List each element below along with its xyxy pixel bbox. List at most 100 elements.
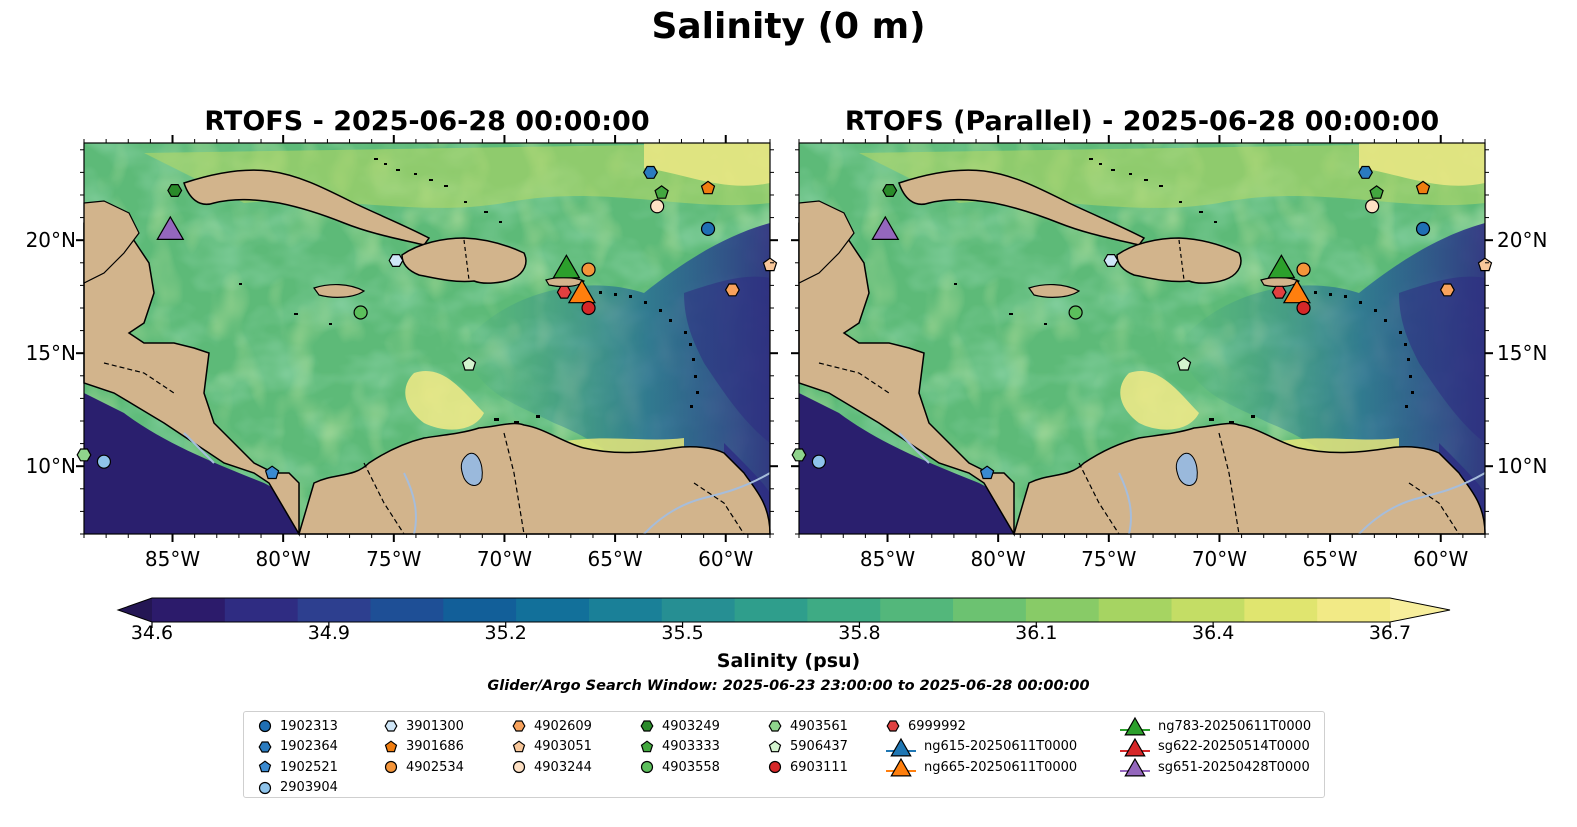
colorbar-tick-label: 35.2 — [484, 622, 527, 644]
marker-ng783 — [552, 254, 581, 279]
marker-4903558 — [353, 305, 368, 320]
colorbar-segment — [1025, 598, 1100, 622]
colorbar-segment — [1244, 598, 1318, 622]
legend-label: 4903561 — [790, 718, 848, 734]
colorbar-segment — [224, 598, 299, 622]
marker-ng783 — [1267, 254, 1296, 279]
marker-1902313 — [700, 221, 716, 236]
marker-4903333 — [1369, 185, 1384, 199]
map-right — [791, 143, 1493, 534]
lon-tick-label: 80°W — [255, 547, 311, 571]
lat-tick-label: 20°N — [25, 228, 76, 253]
legend-label: 6999992 — [908, 718, 966, 734]
legend-4902609 — [512, 720, 526, 732]
legend-marker-icon — [512, 739, 526, 752]
legend-item: 5906437 — [766, 737, 848, 757]
legend-marker-icon — [886, 737, 916, 756]
legend-item: 6999992 — [884, 716, 966, 736]
marker-6903111 — [1296, 300, 1311, 316]
legend-item: 4903051 — [510, 737, 592, 757]
marker-4903244 — [1365, 199, 1380, 214]
legend-item: 4903558 — [638, 757, 720, 777]
legend-marker-icon — [258, 740, 272, 753]
legend-label: 4903051 — [534, 739, 592, 754]
marker-1902521 — [264, 465, 280, 480]
legend-marker-icon — [258, 781, 272, 794]
colorbar — [116, 597, 1451, 628]
marker-4903051 — [762, 257, 778, 272]
legend-marker-icon — [258, 719, 272, 733]
colorbar-segment — [807, 598, 881, 622]
marker-5906437 — [1176, 356, 1192, 371]
colorbar-segment — [1317, 598, 1391, 622]
lat-tick-label: 15°N — [25, 341, 76, 366]
marker-5906437 — [461, 356, 477, 371]
marker-ng665 — [1282, 279, 1311, 304]
legend-2903904 — [258, 781, 272, 794]
legend-label: 4903333 — [662, 739, 720, 754]
legend-4903333 — [640, 739, 654, 752]
lon-tick-label: 85°W — [859, 547, 916, 571]
colorbar-tick-label: 36.1 — [1015, 622, 1058, 644]
marker-1902364 — [1358, 165, 1373, 179]
marker-2903904 — [811, 454, 827, 469]
lon-tick-label: 75°W — [1081, 547, 1137, 571]
marker-3901686 — [1415, 180, 1431, 195]
legend-label: sg622-20250514T0000 — [1158, 739, 1310, 754]
legend-item: 4902534 — [382, 757, 464, 777]
legend-1902364 — [258, 740, 272, 753]
legend-item: 4902609 — [510, 716, 592, 736]
legend-6999992 — [886, 720, 900, 732]
colorbar-segment — [588, 598, 663, 622]
colorbar-tick-label: 35.8 — [838, 622, 881, 644]
colorbar-segment — [152, 598, 226, 622]
legend-label: sg651-20250428T0000 — [1158, 759, 1310, 775]
legend-marker-icon — [640, 760, 654, 774]
colorbar-segment — [516, 598, 590, 622]
marker-2903904 — [96, 454, 112, 469]
lon-tick-label: 85°W — [144, 547, 201, 571]
legend-6903111 — [768, 760, 782, 774]
legend-4903244 — [512, 760, 526, 774]
legend-3901686 — [384, 739, 398, 752]
panel-title-right: RTOFS (Parallel) - 2025-06-28 00:00:00 — [844, 106, 1440, 137]
legend-item: ng615-20250611T0000 — [884, 737, 1077, 757]
legend-marker-icon — [1120, 757, 1150, 777]
map-panels — [76, 135, 1493, 542]
legend-marker-icon — [512, 720, 526, 732]
lat-tick-label: 10°N — [25, 454, 76, 479]
legend-marker-icon — [640, 720, 654, 732]
legend-3901300 — [384, 720, 398, 732]
legend-label: 1902313 — [280, 718, 338, 734]
marker-3901686 — [700, 180, 716, 195]
lon-tick-label: 65°W — [587, 547, 643, 571]
legend-ng615-20250611T0000 — [890, 737, 912, 756]
marker-6999992 — [556, 285, 572, 299]
legend-label: ng783-20250611T0000 — [1158, 718, 1312, 734]
legend-sg651-20250428T0000 — [1124, 757, 1146, 777]
legend-item: ng665-20250611T0000 — [884, 757, 1077, 777]
colorbar-tick-label: 36.4 — [1191, 622, 1235, 644]
legend-item: 1902364 — [256, 737, 338, 757]
lon-tick-label: 60°W — [1413, 547, 1469, 571]
legend-item: ng783-20250611T0000 — [1118, 716, 1311, 736]
legend-label: 4903244 — [534, 759, 592, 775]
lat-tick-label: 10°N — [1497, 454, 1548, 479]
marker-4903561 — [791, 448, 807, 462]
legend-label: 4903249 — [662, 718, 720, 734]
colorbar-segment — [880, 598, 954, 622]
colorbar-segment — [734, 598, 809, 622]
marker-3901300 — [388, 253, 404, 268]
colorbar-label: Salinity (psu) — [716, 650, 861, 672]
legend-item: 4903333 — [638, 737, 720, 757]
legend-label: 1902364 — [280, 739, 338, 754]
legend-item: 3901686 — [382, 737, 464, 757]
marker-sg651 — [156, 215, 185, 241]
marker-1902313 — [1415, 221, 1431, 236]
legend-item: 2903904 — [256, 778, 338, 798]
legend-marker-icon — [768, 739, 782, 752]
legend-1902313 — [258, 719, 272, 733]
legend-label: 4902534 — [406, 759, 464, 775]
colorbar-tick-label: 36.7 — [1368, 622, 1412, 644]
legend-1902521 — [258, 760, 272, 773]
